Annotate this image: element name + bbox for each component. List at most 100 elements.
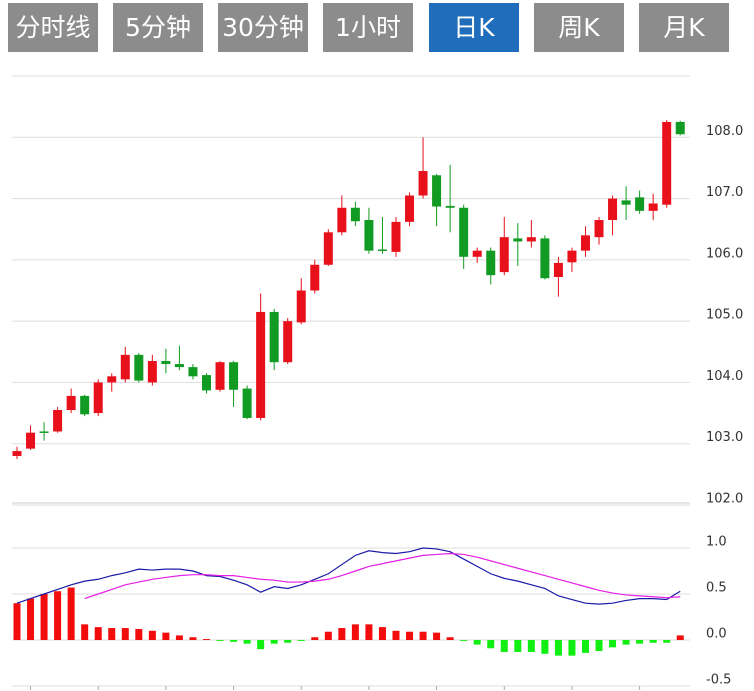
y-tick-label: -0.5 — [706, 673, 731, 688]
macd-bar — [541, 640, 549, 654]
candle-body — [635, 197, 645, 211]
candle-body — [107, 376, 117, 383]
macd-bar — [676, 635, 684, 640]
macd-bar — [419, 631, 427, 640]
macd-bar — [487, 640, 495, 649]
candle-body — [283, 321, 293, 363]
macd-bar — [67, 587, 75, 640]
tab[interactable]: 分时线 — [8, 3, 98, 52]
candle-body — [229, 362, 239, 390]
candle-body — [147, 360, 157, 383]
macd-bar — [609, 640, 617, 648]
candle-body — [445, 205, 455, 208]
y-tick-label: 102.0 — [706, 492, 743, 507]
candle-body — [350, 207, 360, 222]
macd-bar — [81, 624, 89, 640]
candle-body — [39, 431, 49, 433]
macd-bar — [13, 603, 21, 640]
tab[interactable]: 月K — [639, 3, 729, 52]
candle-body — [526, 237, 536, 242]
candle-body — [377, 249, 387, 251]
macd-bar — [663, 640, 671, 643]
candle-body — [608, 198, 618, 221]
y-tick-label: 104.0 — [706, 369, 743, 384]
candle-body — [242, 388, 252, 418]
candle-body — [323, 232, 333, 265]
candle-body — [53, 410, 63, 432]
y-tick-label: 0.0 — [706, 627, 727, 642]
candle-body — [567, 250, 577, 263]
candle-body — [540, 238, 550, 279]
macd-bar — [54, 591, 62, 640]
macd-bar — [446, 637, 454, 640]
y-tick-label: 0.5 — [706, 581, 727, 596]
tab[interactable]: 日K — [429, 3, 519, 52]
macd-bar — [514, 640, 522, 652]
macd-bar — [297, 640, 305, 641]
candle-body — [580, 235, 590, 251]
macd-bar — [636, 640, 644, 644]
candle-body — [459, 207, 469, 257]
y-tick-label: 107.0 — [706, 185, 743, 200]
candle-body — [418, 170, 428, 196]
tab[interactable]: 30分钟 — [218, 3, 308, 52]
y-tick-label: 108.0 — [706, 124, 743, 139]
candle-body — [391, 221, 401, 252]
y-tick-label: 1.0 — [706, 535, 727, 550]
candle-body — [201, 375, 211, 391]
macd-bar — [284, 640, 292, 643]
tab[interactable]: 1小时 — [323, 3, 413, 52]
macd-bar — [392, 630, 400, 640]
candle-body — [215, 362, 225, 390]
candle-body — [553, 262, 563, 278]
candle-body — [472, 250, 482, 257]
macd-bar — [324, 631, 332, 640]
macd-bar — [433, 632, 441, 640]
candle-body — [26, 432, 36, 449]
y-tick-label: 106.0 — [706, 246, 743, 261]
candle-body — [12, 451, 22, 456]
macd-bar — [148, 630, 156, 640]
macd-bar — [243, 640, 251, 644]
candle-body — [594, 220, 604, 238]
macd-bar — [40, 594, 48, 640]
candle-body — [662, 121, 672, 205]
tab[interactable]: 周K — [534, 3, 624, 52]
macd-bar — [216, 640, 224, 641]
macd-bar — [649, 640, 657, 643]
macd-bar — [27, 598, 35, 640]
macd-bar — [622, 640, 630, 645]
candle-body — [134, 354, 144, 381]
macd-bar — [338, 628, 346, 640]
macd-bar — [581, 640, 589, 653]
macd-bar — [94, 627, 102, 640]
candle-body — [648, 203, 658, 211]
y-tick-label: 103.0 — [706, 430, 743, 445]
candle-body — [486, 250, 496, 276]
candle-body — [174, 364, 184, 368]
candle-body — [337, 207, 347, 233]
macd-bar — [270, 640, 278, 644]
candle-body — [310, 264, 320, 291]
candle-body — [621, 200, 631, 205]
macd-bar — [595, 640, 603, 652]
candle-body — [256, 311, 266, 418]
macd-bar — [311, 637, 319, 640]
macd-bar — [162, 632, 170, 640]
candle-body — [296, 290, 306, 323]
macd-bar — [460, 640, 468, 641]
candle-body — [675, 121, 685, 135]
macd-bar — [230, 640, 238, 642]
tab[interactable]: 5分钟 — [113, 3, 203, 52]
candle-body — [188, 367, 198, 377]
macd-bar — [135, 628, 143, 640]
macd-bar — [527, 640, 535, 652]
macd-line — [84, 552, 681, 600]
macd-bar — [108, 628, 116, 640]
candle-body — [432, 175, 442, 207]
candle-body — [405, 195, 415, 222]
macd-bar — [202, 639, 210, 640]
macd-bar — [406, 631, 414, 640]
